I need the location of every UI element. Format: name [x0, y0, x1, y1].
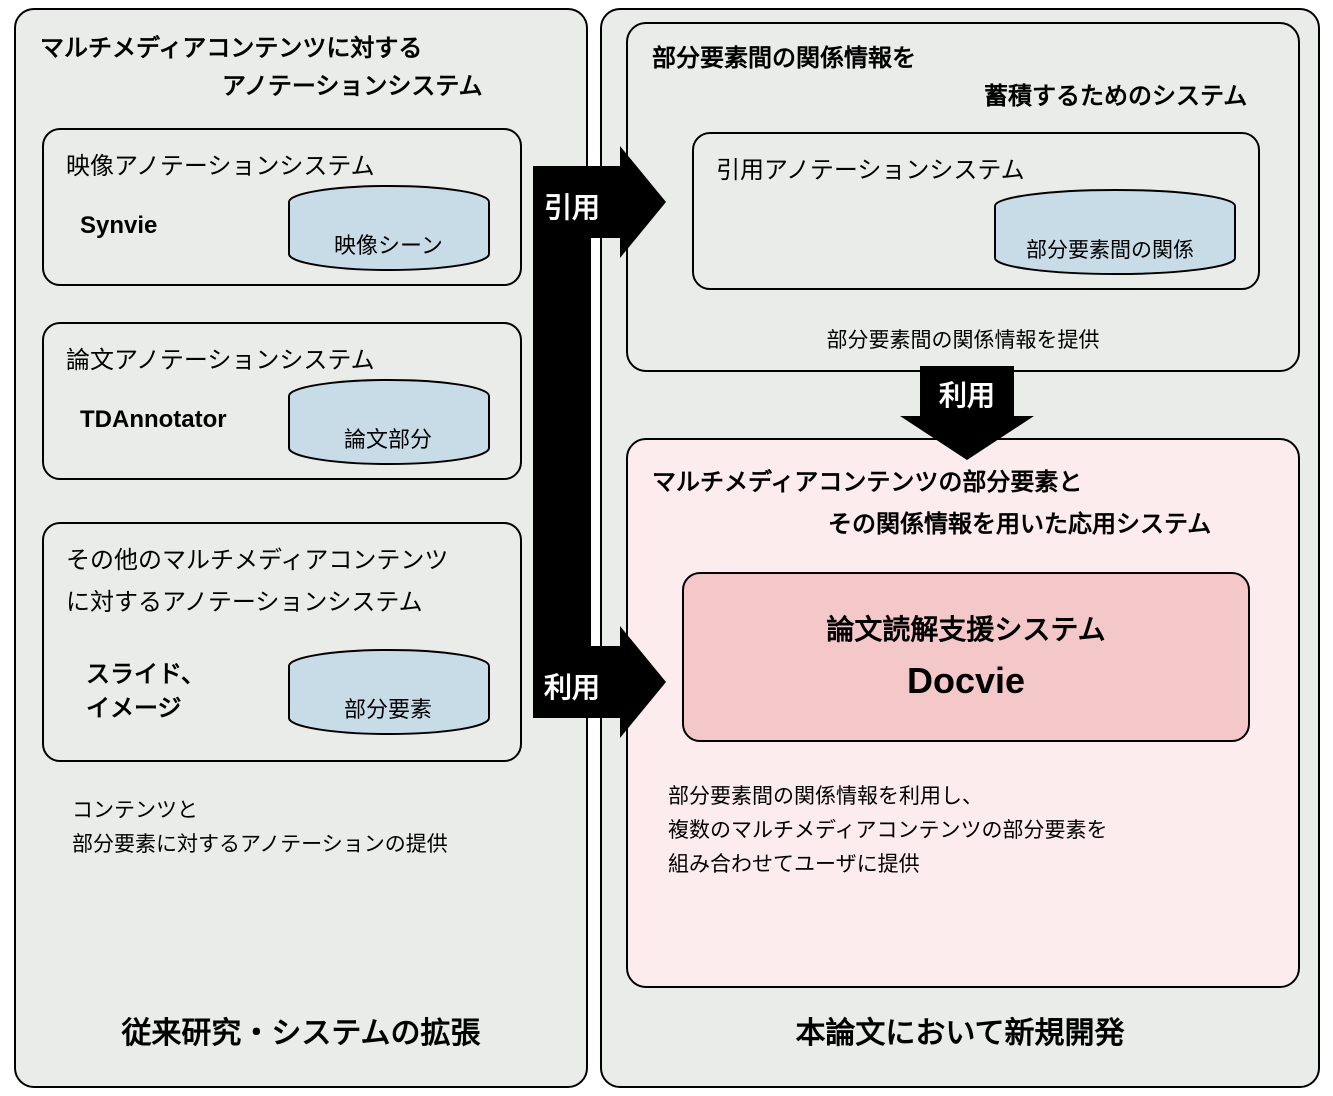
left-panel: マルチメディアコンテンツに対する アノテーションシステム 映像アノテーションシス… — [14, 8, 588, 1088]
right-bottom-footnote-l1: 部分要素間の関係情報を利用し、 — [668, 780, 983, 810]
right-top-title-l1: 部分要素間の関係情報を — [652, 38, 916, 73]
arrow-use-v-label: 利用 — [906, 374, 1028, 414]
right-bottom-footnote-l2: 複数のマルチメディアコンテンツの部分要素を — [668, 814, 1108, 844]
cylinder-paper-label: 論文部分 — [344, 422, 432, 454]
box-other-title-l2: に対するアノテーションシステム — [66, 582, 423, 617]
right-bottom-footnote-l3: 組み合わせてユーザに提供 — [668, 848, 920, 878]
box-docvie-title: 論文読解支援システム — [684, 608, 1248, 648]
box-other-title-l1: その他のマルチメディアコンテンツ — [66, 540, 448, 575]
box-citation: 引用アノテーションシステム 部分要素間の関係 — [692, 132, 1260, 290]
box-video-name: Synvie — [80, 212, 157, 240]
right-top-subpanel: 部分要素間の関係情報を 蓄積するためのシステム 引用アノテーションシステム 部分… — [626, 22, 1300, 372]
box-paper-name: TDAnnotator — [80, 406, 227, 434]
right-bottom-subpanel: マルチメディアコンテンツの部分要素と その関係情報を用いた応用システム 論文読解… — [626, 438, 1300, 988]
left-panel-label: 従来研究・システムの拡張 — [16, 1008, 586, 1052]
arrow-cite-label: 引用 — [534, 186, 610, 226]
box-paper-title: 論文アノテーションシステム — [66, 340, 375, 375]
right-bottom-title-l1: マルチメディアコンテンツの部分要素と — [652, 462, 1082, 497]
right-top-title-l2: 蓄積するためのシステム — [984, 76, 1247, 111]
box-video: 映像アノテーションシステム Synvie 映像シーン — [42, 128, 522, 286]
box-docvie-name: Docvie — [684, 660, 1248, 702]
box-paper: 論文アノテーションシステム TDAnnotator 論文部分 — [42, 322, 522, 480]
box-citation-title: 引用アノテーションシステム — [716, 150, 1025, 185]
right-top-footnote: 部分要素間の関係情報を提供 — [628, 324, 1298, 354]
box-other: その他のマルチメディアコンテンツ に対するアノテーションシステム スライド、 イ… — [42, 522, 522, 762]
arrow-use-h-label: 利用 — [534, 666, 610, 706]
left-footnote-l2: 部分要素に対するアノテーションの提供 — [72, 828, 448, 858]
box-other-name-l1: スライド、 — [86, 654, 205, 689]
box-video-title: 映像アノテーションシステム — [66, 146, 375, 181]
right-panel-label: 本論文において新規開発 — [602, 1008, 1318, 1052]
cylinder-citation-label: 部分要素間の関係 — [1026, 234, 1194, 264]
left-group-title-l1: マルチメディアコンテンツに対する — [40, 28, 422, 63]
right-bottom-title-l2: その関係情報を用いた応用システム — [828, 504, 1211, 539]
cylinder-other-label: 部分要素 — [344, 692, 432, 724]
cylinder-citation-icon — [990, 188, 1240, 278]
left-group-title-l2: アノテーションシステム — [222, 66, 483, 101]
box-docvie: 論文読解支援システム Docvie — [682, 572, 1250, 742]
left-footnote-l1: コンテンツと — [72, 794, 198, 824]
box-other-name-l2: イメージ — [86, 688, 182, 723]
cylinder-video-label: 映像シーン — [334, 228, 443, 260]
